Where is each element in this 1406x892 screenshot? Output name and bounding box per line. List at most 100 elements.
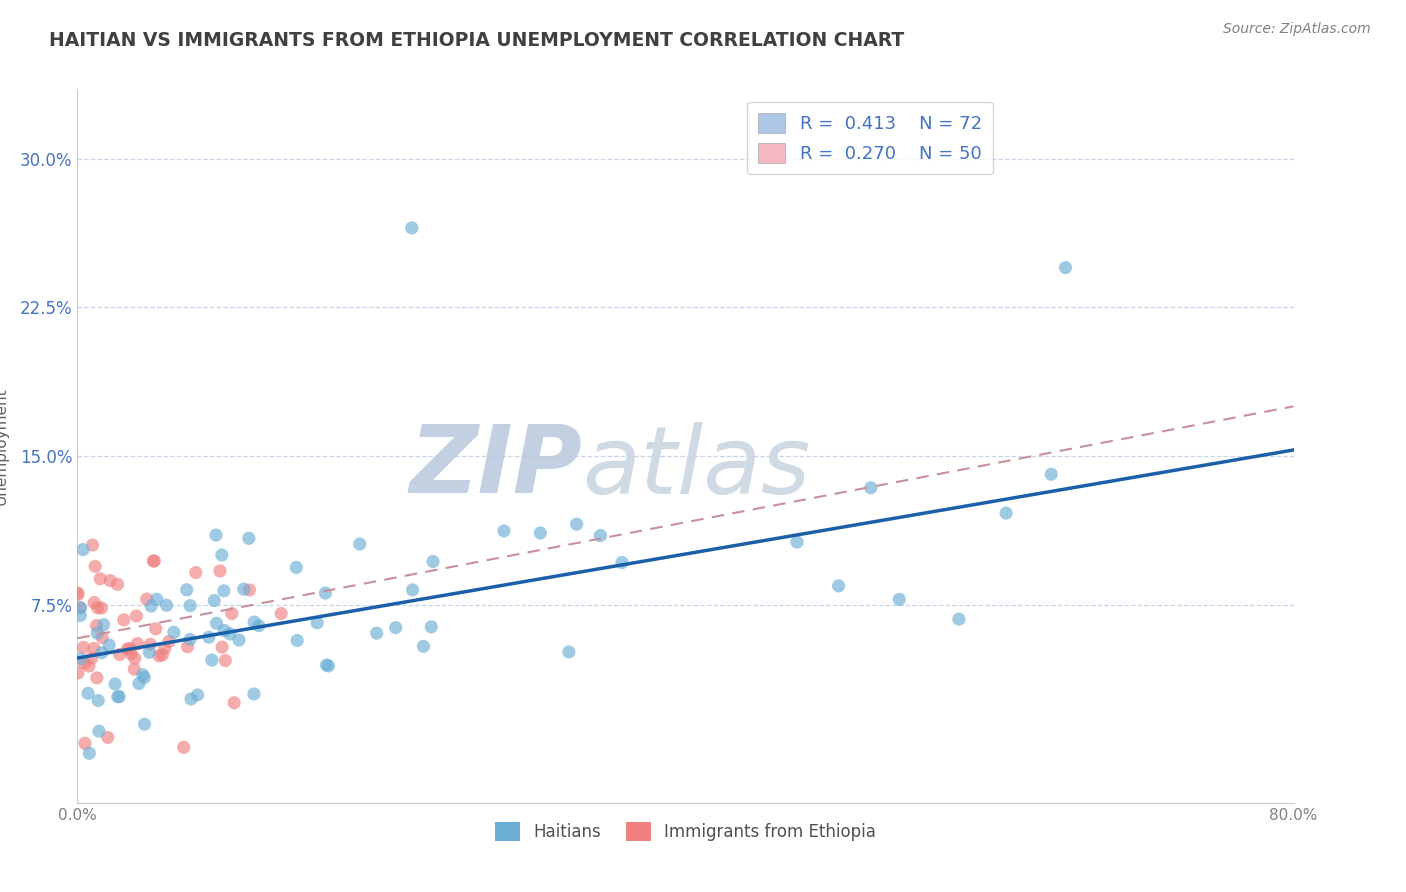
Point [243, 687, 266, 701]
Point [86, 600, 108, 615]
Point [412, 640, 434, 654]
Point [307, 615, 329, 630]
Point [148, 648, 170, 663]
Point [66, 586, 89, 600]
Point [208, 564, 231, 578]
Point [238, 582, 260, 597]
Point [179, 632, 201, 647]
Point [72, 640, 94, 655]
Point [150, 648, 173, 662]
Point [155, 599, 177, 613]
Point [86, 626, 108, 640]
Point [112, 613, 135, 627]
Point [108, 690, 131, 704]
Point [89, 572, 111, 586]
Point [420, 620, 443, 634]
Point [315, 658, 337, 673]
Point [77, 659, 100, 673]
Point [69, 608, 91, 623]
Point [529, 525, 551, 540]
Point [120, 647, 142, 661]
Point [79, 746, 101, 760]
Point [827, 579, 849, 593]
Point [198, 630, 221, 644]
Point [77, 686, 100, 700]
Point [610, 556, 633, 570]
Point [87, 693, 110, 707]
Point [90, 646, 112, 660]
Point [157, 634, 180, 648]
Point [214, 654, 236, 668]
Point [285, 560, 308, 574]
Point [138, 645, 160, 659]
Point [124, 651, 146, 665]
Point [558, 645, 581, 659]
Point [184, 566, 207, 580]
Point [69, 600, 91, 615]
Point [786, 535, 808, 549]
Y-axis label: Unemployment: Unemployment [0, 387, 8, 505]
Point [218, 627, 240, 641]
Point [349, 537, 371, 551]
Point [318, 659, 340, 673]
Point [142, 554, 165, 568]
Point [107, 577, 129, 591]
Point [205, 616, 228, 631]
Point [221, 607, 243, 621]
Point [84, 559, 107, 574]
Point [948, 612, 970, 626]
Point [859, 481, 882, 495]
Point [134, 671, 156, 685]
Text: ZIP: ZIP [409, 421, 582, 514]
Point [401, 221, 423, 235]
Point [127, 637, 149, 651]
Point [125, 609, 148, 624]
Point [205, 528, 228, 542]
Point [124, 662, 146, 676]
Point [69, 600, 91, 615]
Point [67, 587, 90, 601]
Point [366, 626, 388, 640]
Point [86, 618, 108, 632]
Point [118, 641, 141, 656]
Point [83, 641, 105, 656]
Point [82, 538, 104, 552]
Point [995, 506, 1018, 520]
Point [90, 601, 112, 615]
Point [98, 638, 121, 652]
Point [69, 652, 91, 666]
Point [139, 637, 162, 651]
Point [163, 625, 186, 640]
Point [212, 583, 235, 598]
Point [87, 724, 110, 739]
Point [93, 617, 115, 632]
Point [83, 596, 105, 610]
Point [72, 542, 94, 557]
Point [98, 574, 121, 588]
Point [104, 677, 127, 691]
Point [73, 656, 96, 670]
Point [1040, 467, 1063, 482]
Point [139, 599, 162, 613]
Point [145, 622, 167, 636]
Point [228, 633, 250, 648]
Legend: Haitians, Immigrants from Ethiopia: Haitians, Immigrants from Ethiopia [488, 815, 883, 848]
Point [589, 528, 612, 542]
Point [492, 524, 515, 538]
Point [214, 624, 236, 638]
Point [401, 582, 423, 597]
Point [134, 717, 156, 731]
Point [97, 731, 120, 745]
Text: Source: ZipAtlas.com: Source: ZipAtlas.com [1223, 22, 1371, 37]
Point [565, 517, 588, 532]
Point [238, 532, 260, 546]
Point [422, 554, 444, 568]
Point [73, 736, 96, 750]
Point [117, 642, 139, 657]
Point [211, 640, 233, 654]
Text: HAITIAN VS IMMIGRANTS FROM ETHIOPIA UNEMPLOYMENT CORRELATION CHART: HAITIAN VS IMMIGRANTS FROM ETHIOPIA UNEM… [49, 31, 904, 50]
Point [107, 690, 129, 704]
Point [132, 667, 155, 681]
Point [128, 676, 150, 690]
Point [86, 671, 108, 685]
